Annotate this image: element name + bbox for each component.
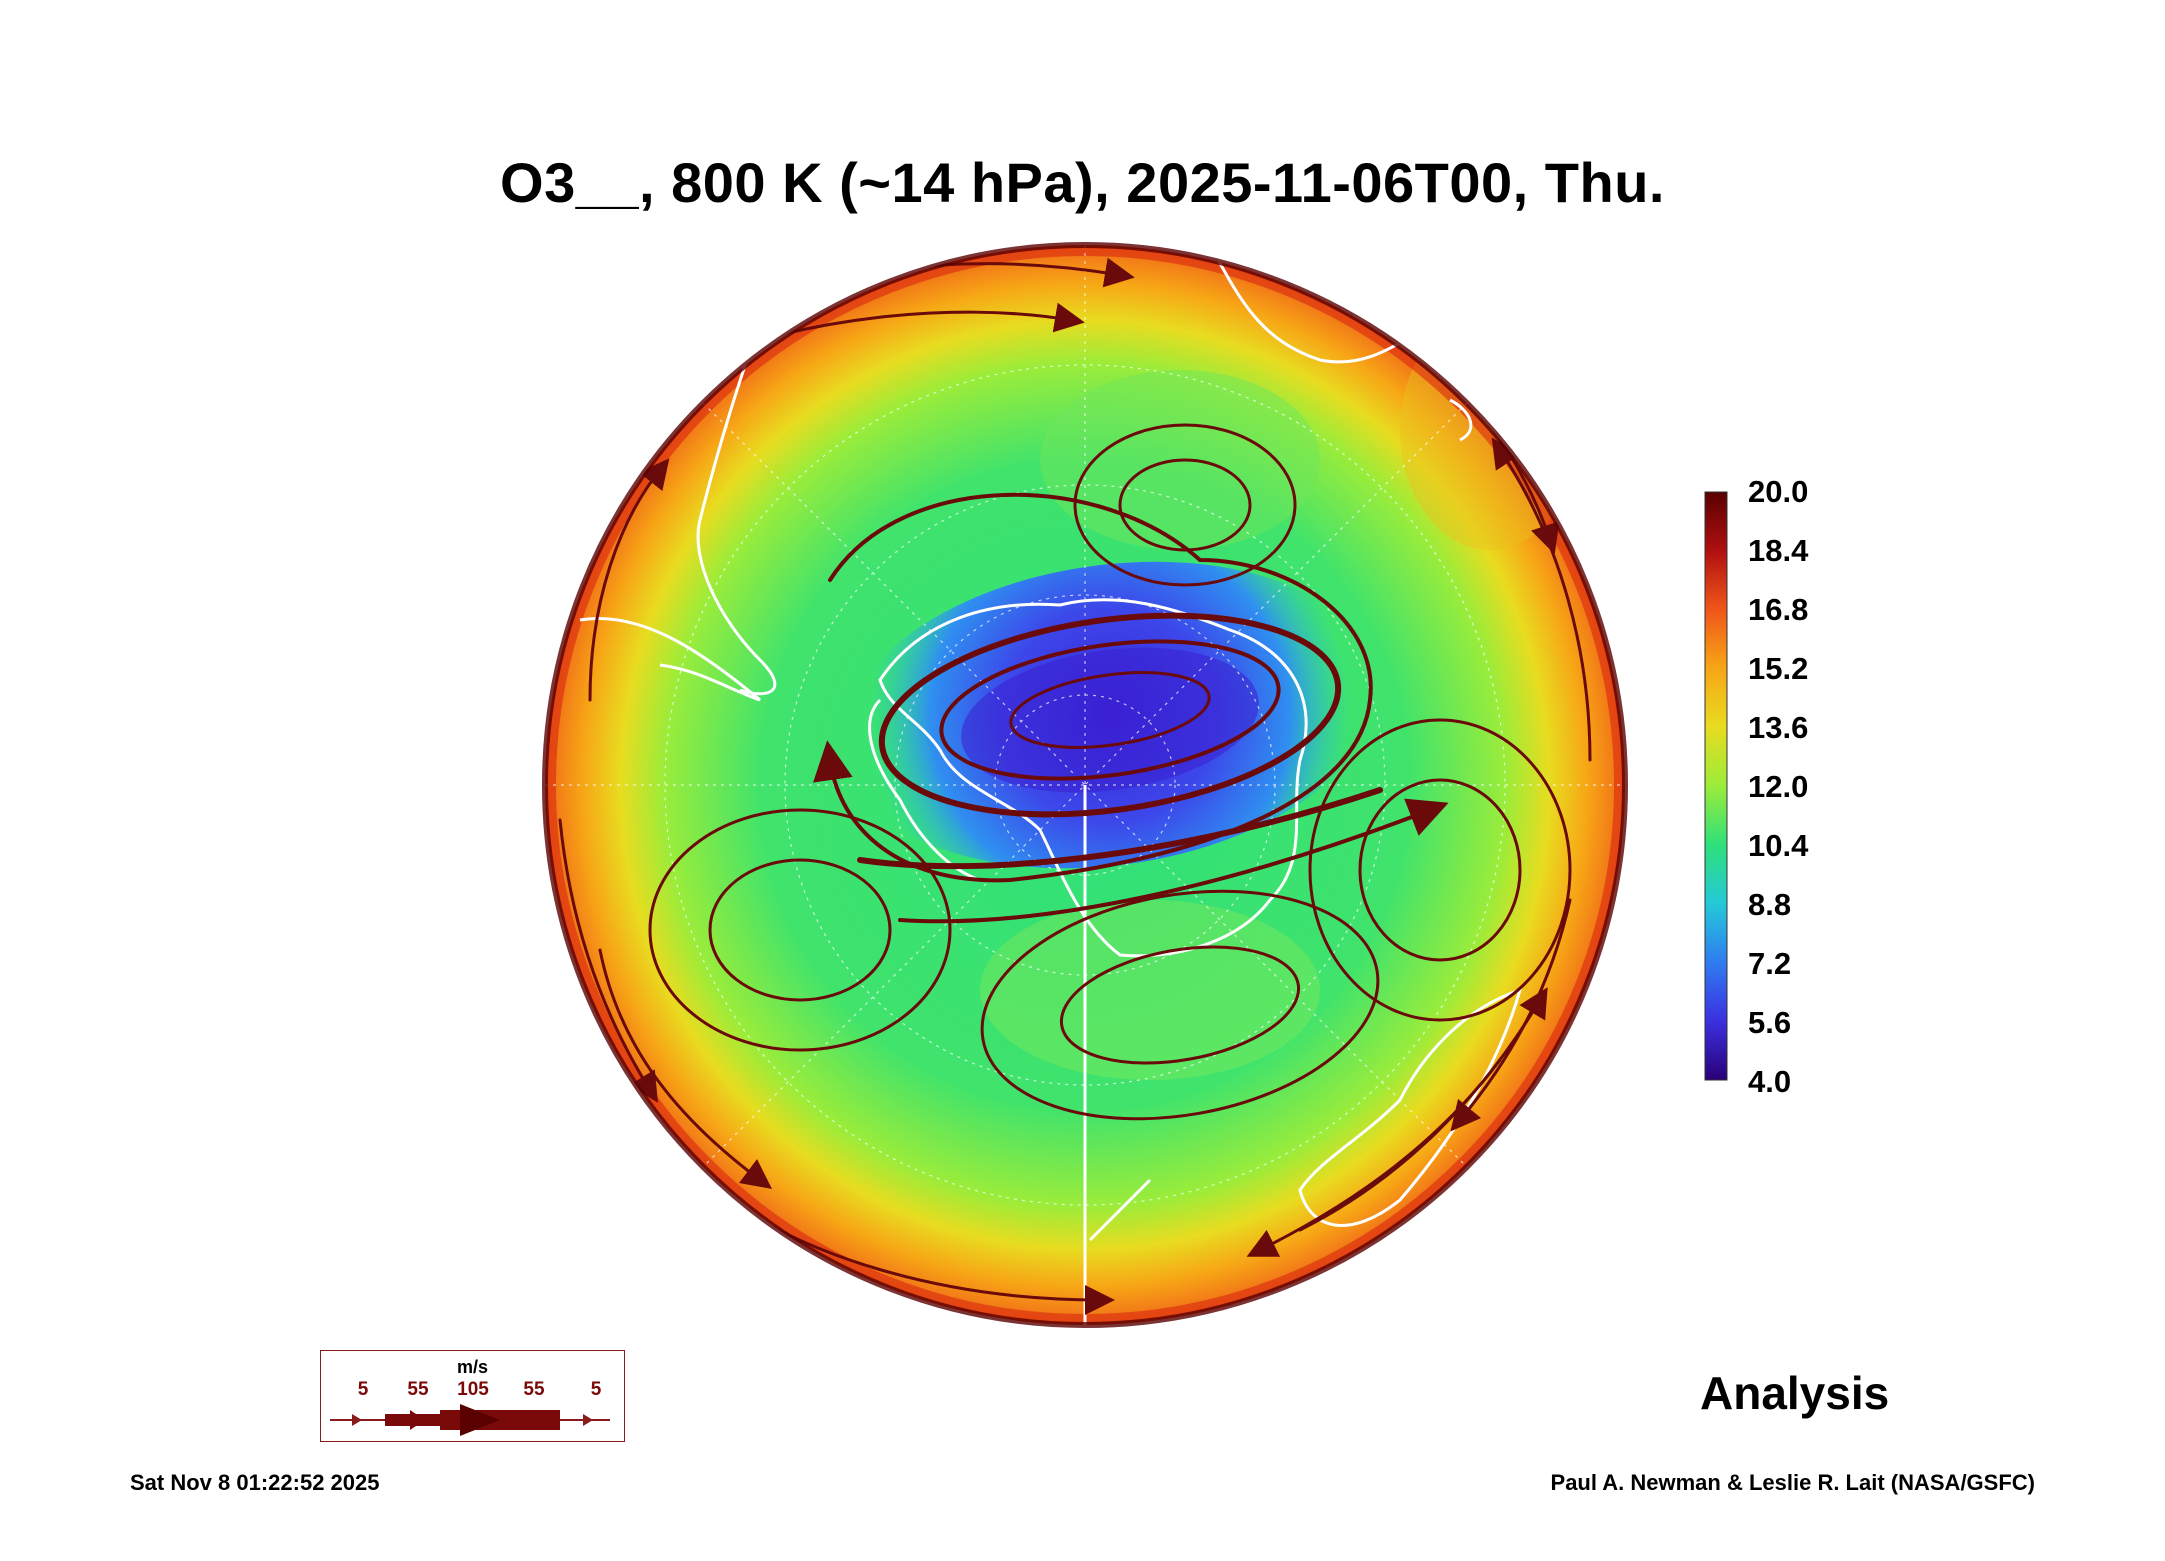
chart-title: O3__, 800 K (~14 hPa), 2025-11-06T00, Th… — [500, 151, 1665, 214]
colorbar-tick: 8.8 — [1748, 887, 1792, 922]
colorbar-tick: 12.0 — [1748, 769, 1809, 804]
colorbar-tick: 7.2 — [1748, 946, 1792, 981]
wind-speed-label: 5 — [357, 1379, 369, 1400]
wind-speed-label: 5 — [590, 1379, 602, 1400]
colorbar-tick: 13.6 — [1748, 710, 1809, 745]
credit-line: Paul A. Newman & Leslie R. Lait (NASA/GS… — [1550, 1470, 2035, 1495]
colorbar — [1704, 491, 1728, 1081]
wind-legend-arrows — [330, 1404, 610, 1436]
colorbar-tick: 4.0 — [1748, 1064, 1792, 1099]
wind-unit-label: m/s — [456, 1357, 489, 1377]
wind-speed-label: 105 — [457, 1379, 489, 1400]
colorbar-tick: 20.0 — [1748, 474, 1809, 509]
colorbar-tick: 10.4 — [1748, 828, 1809, 863]
timestamp: Sat Nov 8 01:22:52 2025 — [130, 1470, 380, 1495]
analysis-label: Analysis — [1700, 1367, 1890, 1419]
coastlines — [579, 245, 1523, 1325]
wind-speed-legend: m/s 5 55 105 55 5 — [320, 1350, 625, 1442]
wind-speed-label: 55 — [407, 1379, 429, 1400]
colorbar-tick: 15.2 — [1748, 651, 1809, 686]
wind-speed-label: 55 — [523, 1379, 545, 1400]
colorbar-tick: 16.8 — [1748, 592, 1809, 627]
colorbar-tick: 5.6 — [1748, 1005, 1792, 1040]
colorbar-tick: 18.4 — [1748, 533, 1809, 568]
